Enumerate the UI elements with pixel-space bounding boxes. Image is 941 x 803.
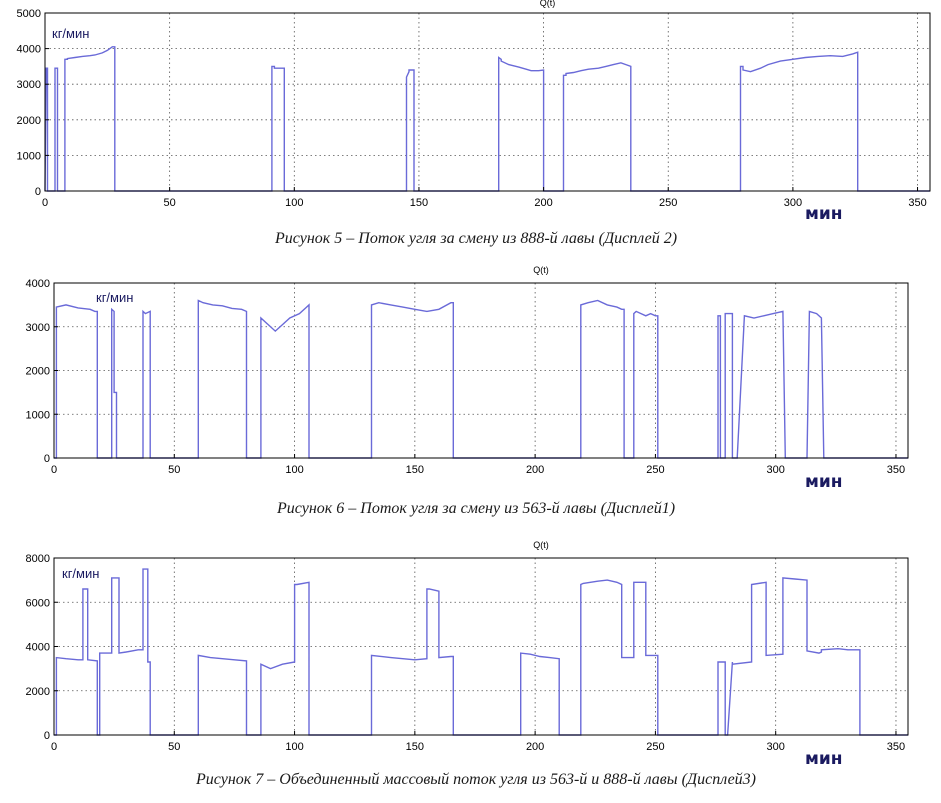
chart1-xlabel: мин (805, 204, 843, 224)
chart2-ytick-label-2: 2000 (26, 366, 50, 378)
chart2-xtick-label-7: 350 (887, 464, 905, 476)
chart2-series-line (54, 301, 908, 459)
chart1-xtick-label-4: 200 (534, 197, 552, 209)
chart1-xtick-label-5: 250 (659, 197, 677, 209)
chart3-ylabel: кг/мин (62, 566, 99, 581)
chart2-title: Q(t) (533, 265, 549, 275)
chart3-xtick-label-6: 300 (767, 741, 785, 753)
chart1-series-line (45, 47, 930, 191)
chart3-xtick-label-0: 0 (51, 741, 57, 753)
chart1-ytick-label-0: 0 (35, 186, 41, 198)
chart2-ytick-label-1: 1000 (26, 409, 50, 421)
chart1-xtick-label-6: 300 (784, 197, 802, 209)
chart1-xtick-label-0: 0 (42, 197, 48, 209)
chart3-caption: Рисунок 7 – Объединенный массовый поток … (195, 771, 756, 788)
chart1-ytick-label-4: 4000 (17, 44, 41, 56)
chart3-ytick-label-4: 8000 (26, 553, 50, 565)
chart2-xlabel: мин (805, 472, 843, 492)
chart2-ytick-label-4: 4000 (26, 278, 50, 290)
chart2-caption: Рисунок 6 – Поток угля за смену из 563-й… (276, 500, 675, 517)
chart2-xtick-label-0: 0 (51, 464, 57, 476)
chart1-ytick-label-3: 3000 (17, 79, 41, 91)
chart1-ylabel: кг/мин (52, 26, 89, 41)
chart1-xtick-label-2: 100 (285, 197, 303, 209)
chart3-series-line (54, 569, 908, 735)
chart2-xtick-label-6: 300 (767, 464, 785, 476)
chart1-xtick-label-7: 350 (908, 197, 926, 209)
chart3-ytick-label-3: 6000 (26, 597, 50, 609)
chart3-xtick-label-4: 200 (526, 741, 544, 753)
chart1-title: Q(t) (540, 0, 556, 8)
chart3-xlabel: мин (805, 749, 843, 769)
chart3-ytick-label-2: 4000 (26, 642, 50, 654)
chart3-ytick-label-1: 2000 (26, 686, 50, 698)
chart1-xtick-label-1: 50 (164, 197, 176, 209)
chart1-ytick-label-2: 2000 (17, 115, 41, 127)
chart3-xtick-label-2: 100 (285, 741, 303, 753)
chart1-caption: Рисунок 5 – Поток угля за смену из 888-й… (274, 230, 677, 247)
chart2-xtick-label-2: 100 (285, 464, 303, 476)
chart1-ytick-label-1: 1000 (17, 150, 41, 162)
chart2-xtick-label-3: 150 (406, 464, 424, 476)
chart2-xtick-label-1: 50 (168, 464, 180, 476)
chart2-xtick-label-5: 250 (646, 464, 664, 476)
chart3-xtick-label-7: 350 (887, 741, 905, 753)
chart3-xtick-label-3: 150 (406, 741, 424, 753)
chart3-xtick-label-1: 50 (168, 741, 180, 753)
chart2-ylabel: кг/мин (96, 290, 133, 305)
chart3-title: Q(t) (533, 540, 549, 550)
chart2-xtick-label-4: 200 (526, 464, 544, 476)
chart1-axes-box (45, 13, 930, 191)
chart2-ytick-label-3: 3000 (26, 322, 50, 334)
chart3-ytick-label-0: 0 (44, 730, 50, 742)
chart3-xtick-label-5: 250 (646, 741, 664, 753)
chart1-xtick-label-3: 150 (410, 197, 428, 209)
chart1-ytick-label-5: 5000 (17, 8, 41, 20)
chart2-ytick-label-0: 0 (44, 453, 50, 465)
